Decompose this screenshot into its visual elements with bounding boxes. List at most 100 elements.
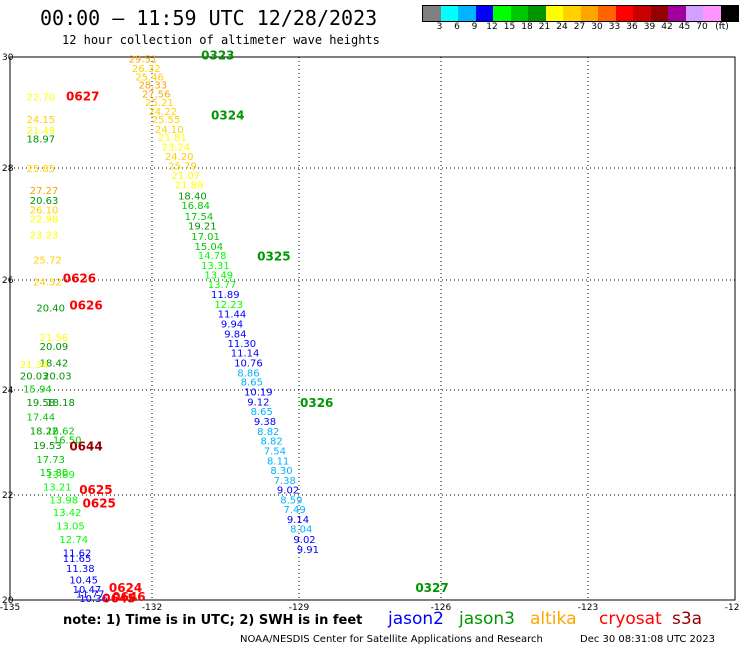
legend-cryosat: cryosat [599,609,662,629]
wave-height-label: 15.94 [23,385,52,396]
color-swatch [650,6,668,21]
pass-time-label: 0625 [79,483,112,497]
wave-height-label: 11.62 [63,549,92,560]
wave-height-label: 18.18 [46,398,75,409]
pass-time-label: 0646 [112,590,145,604]
color-scale-tick: 18 [521,22,533,32]
color-scale-tick: 33 [608,22,621,32]
pass-time-label: 0645 [102,592,135,606]
wave-height-label: 21.34 [20,360,49,371]
wave-height-label: 7.54 [264,446,286,457]
color-scale-tick: 36 [626,22,638,32]
wave-height-label: 25.79 [168,161,197,172]
wave-height-label: 8.59 [280,495,302,506]
color-scale-tick: 12 [486,22,498,32]
wave-height-label: 28.33 [139,80,168,91]
color-swatch [510,6,528,21]
wave-height-label: 21.81 [158,133,187,144]
wave-height-label: 11.77 [76,589,105,600]
wave-height-label: 21.56 [40,333,69,344]
wave-height-label: 18.40 [178,191,207,202]
wave-height-label: 20.40 [36,304,65,315]
color-scale-tick: 27 [573,22,586,32]
wave-height-label: 8.11 [267,456,289,467]
pass-time-label: 0626 [63,271,96,285]
y-tick-label: 22 [2,491,13,501]
legend-altika: altika [530,609,577,629]
pass-time-label: 0625 [83,497,116,511]
wave-height-label: 10.19 [244,387,273,398]
color-swatch [685,6,703,21]
wave-height-label: 8.65 [251,407,273,418]
footer-note: note: 1) Time is in UTC; 2) SWH is in fe… [63,613,363,628]
wave-height-label: 27.56 [142,90,171,101]
wave-height-label: 8.82 [257,427,279,438]
wave-height-label: 17.44 [26,412,55,423]
wave-height-label: 21.49 [26,126,55,137]
color-scale-tick: 39 [643,22,656,32]
wave-height-label: 24.20 [165,152,194,163]
wave-height-label: 9.14 [287,515,309,526]
wave-height-label: 16.84 [181,201,210,212]
color-scale-tick: 3 [436,22,443,32]
wave-height-label: 14.78 [198,251,227,262]
wave-height-label: 20.63 [30,196,59,207]
color-swatch [458,6,476,21]
wave-height-label: 10.45 [69,576,98,587]
pass-time-label: 0627 [66,89,99,103]
wave-height-label: 11.38 [66,564,95,575]
wave-height-label: 9.02 [277,486,299,497]
color-scale-tick: 21 [538,22,551,32]
color-swatch [528,6,546,21]
y-tick-label: 26 [2,276,14,286]
legend-s3a: s3a [672,609,703,629]
wave-height-label: 17.73 [36,455,65,466]
color-scale-tick: 15 [503,22,516,32]
wave-height-label: 10.47 [73,585,102,596]
pass-time-label: 0624 [109,581,142,595]
color-scale-labels: 3 6 9 12 15 18 21 24 27 30 33 36 39 42 45 70 (ft) [422,22,740,34]
wave-height-label: 25.72 [33,255,62,266]
wave-height-label: 24.52 [33,278,62,289]
pass-time-label: 0644 [69,440,102,454]
wave-height-label: 9.94 [221,319,243,330]
wave-height-label: 7.49 [284,505,306,516]
color-swatch [720,6,738,21]
color-swatch [440,6,458,21]
wave-height-label: 11.30 [228,339,257,350]
wave-height-label: 24.22 [148,107,177,118]
wave-height-label: 23.23 [30,230,59,241]
color-scale-tick: 70 [696,22,708,32]
wave-height-label: 7.38 [274,476,296,487]
page-subtitle: 12 hour collection of altimeter wave hei… [62,33,380,47]
color-swatch [545,6,563,21]
wave-height-label: 8.82 [260,437,282,448]
wave-height-label: 25.85 [26,164,55,175]
page-title: 00:00 – 11:59 UTC 12/28/2023 [40,6,378,30]
wave-height-label: 20.03 [43,372,72,383]
wave-height-label: 13.98 [50,495,79,506]
wave-height-label: 21.07 [171,171,200,182]
color-scale-bar [422,5,739,22]
wave-height-label: 22.98 [30,215,59,226]
wave-height-label: 13.49 [204,271,233,282]
color-swatch [423,6,441,21]
wave-height-label: 15.04 [195,242,224,253]
x-tick-label: -126 [431,603,452,613]
wave-height-label: 18.22 [30,426,59,437]
wave-height-label: 11.44 [218,310,247,321]
x-tick-label: -132 [142,603,162,613]
wave-height-label: 15.80 [40,468,69,479]
wave-height-label: 27.27 [30,186,59,197]
color-swatch [615,6,633,21]
color-swatch [633,6,651,21]
wave-height-label: 9.02 [293,535,315,546]
y-tick-label: 24 [2,386,14,396]
wave-height-label: 19.58 [26,398,55,409]
color-scale-units: (ft) [715,22,729,32]
pass-time-label: 0324 [211,108,244,122]
wave-height-label: 18.97 [26,134,55,145]
wave-height-label: 16.50 [53,436,82,447]
wave-height-label: 8.30 [270,466,292,477]
